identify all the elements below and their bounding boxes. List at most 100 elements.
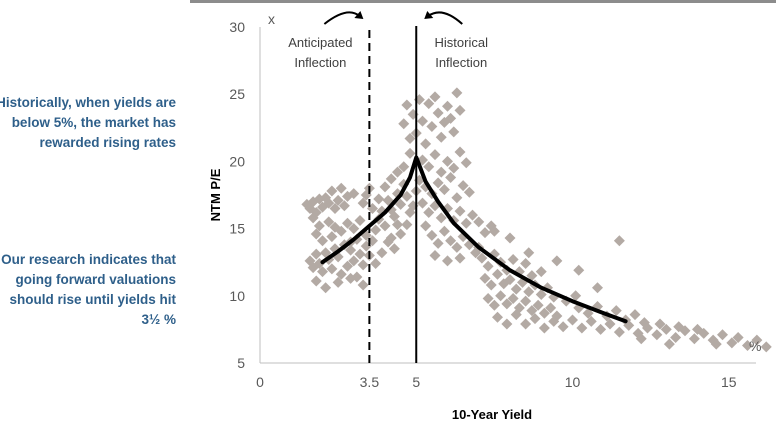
scatter-point [370,258,382,270]
scatter-point [376,247,388,259]
scatter-point [404,133,416,145]
y-tick-label: 30 [229,19,245,35]
y-tick-label: 10 [229,288,245,304]
scatter-point [401,99,413,111]
scatter-point [479,272,491,284]
scatter-point [454,146,466,158]
scatter-point [420,138,432,150]
x-unit-label: % [749,338,761,354]
scatter-point [545,302,557,314]
anticipated-arrow [323,11,361,25]
scatter-point [357,279,369,291]
scatter-point [429,249,441,261]
scatter-point [476,252,488,264]
scatter-point [442,255,453,267]
scatter-point [585,315,597,327]
scatter-point [520,295,532,307]
scatter-point [385,232,397,244]
scatter-point [451,87,463,99]
scatter-point [348,188,360,200]
scatter-point [454,205,466,217]
scatter-point [732,331,744,343]
scatter-point [310,248,322,260]
annotations: Anticipated Inflection Historical Inflectio… [288,11,488,70]
scatter-point [438,184,450,196]
x-tick-label: 5 [412,374,420,390]
scatter-point [529,313,541,325]
scatter-point [742,340,753,352]
scatter-point [438,225,450,237]
scatter-point [435,212,447,224]
scatter-point [538,322,550,334]
scatter-point [551,255,563,267]
scatter-point [401,219,413,231]
y-tick-label: 25 [229,86,245,102]
scatter-point [417,197,428,209]
scatter-point [392,219,403,231]
scatter-point [520,318,532,330]
scatter-point [760,341,772,353]
scatter-point [442,155,453,167]
scatter-point [429,91,441,103]
scatter-point [670,331,682,343]
scatter-point [726,337,738,349]
scatter-point [482,292,494,304]
scatter-point [448,126,460,138]
scatter-point [445,172,457,184]
y-tick-label: 5 [237,355,245,371]
scatter-point [432,237,444,249]
x-tick-label: 3.5 [360,374,380,390]
scatter-point [426,229,438,241]
scatter-point [485,279,497,291]
scatter-point [426,120,438,132]
scatter-point [520,258,532,270]
scatter-point [495,290,507,302]
scatter-point [404,147,416,159]
scatter-point [348,223,360,235]
scatter-point [710,338,722,350]
scatter-point [482,260,494,272]
scatter-point [535,288,547,300]
scatter-point [429,149,441,161]
scatter-point [595,323,607,335]
scatter-point [654,318,666,330]
scatter-point [323,216,335,228]
scatter-point [526,305,538,317]
scatter-point [663,338,675,350]
scatter-point [463,186,475,198]
scatter-point [535,266,547,278]
scatter-point [423,206,435,218]
scatter-point [357,259,369,271]
y-axis-title: NTM P/E [208,168,223,221]
scatter-point [635,333,647,345]
scatter-point [576,322,588,334]
scatter-point [395,228,407,240]
historical-arrowhead [424,11,434,19]
y-unit-label: x [268,11,275,27]
scatter-point [510,283,522,295]
scatter-point [398,118,410,130]
scatter-point [329,202,341,214]
scatter-point [504,232,516,244]
scatter-point [501,318,513,330]
scatter-point [335,182,347,194]
scatter-point [310,275,322,287]
y-tick-label: 20 [229,153,245,169]
x-tick-label: 0 [256,374,264,390]
fit-curve [320,155,628,324]
x-tick-label: 15 [721,374,737,390]
scatter-point [373,193,385,205]
scatter-point [432,177,444,189]
scatter-point [451,241,463,253]
scatter-point [448,162,460,174]
historical-inflection-label: Inflection [435,55,487,70]
scatter-point [307,212,319,224]
scatter-point [451,192,463,204]
scatter-point [435,131,447,143]
scatter-points [301,87,772,353]
scatter-point [338,200,350,212]
scatter-point [357,197,369,209]
scatter-point [688,333,700,345]
scatter-point [326,185,338,197]
